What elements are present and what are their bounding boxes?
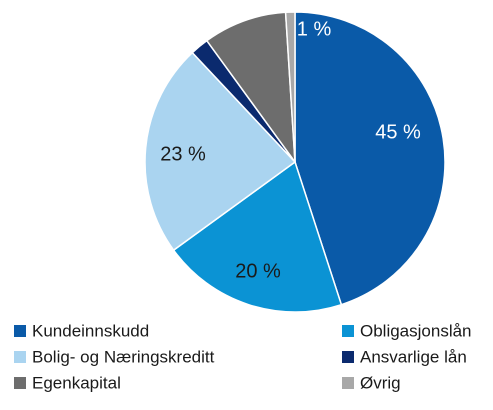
- legend-label: Kundeinnskudd: [32, 321, 149, 340]
- pie-slice: [144, 51, 297, 252]
- legend-swatch: [14, 351, 26, 363]
- legend-swatch: [342, 325, 354, 337]
- legend-swatch: [14, 325, 26, 337]
- legend-swatch: [14, 377, 26, 389]
- pie-slice: [205, 11, 296, 165]
- legend-swatch: [342, 377, 354, 389]
- legend-label: Ansvarlige lån: [360, 347, 467, 366]
- legend-label: Egenkapital: [32, 373, 121, 392]
- data-label: 23 %: [160, 143, 206, 165]
- pie-slice: [172, 160, 343, 313]
- pie-slice: [294, 11, 446, 306]
- data-label: 20 %: [235, 260, 281, 282]
- legend-label: Øvrig: [360, 373, 401, 392]
- legend-label: Obligasjonslån: [360, 321, 472, 340]
- legend-label: Bolig- og Næringskreditt: [32, 347, 215, 366]
- data-label: 1 %: [297, 18, 332, 40]
- pie-slice: [284, 11, 296, 163]
- data-label: 45 %: [375, 121, 421, 143]
- legend-swatch: [342, 351, 354, 363]
